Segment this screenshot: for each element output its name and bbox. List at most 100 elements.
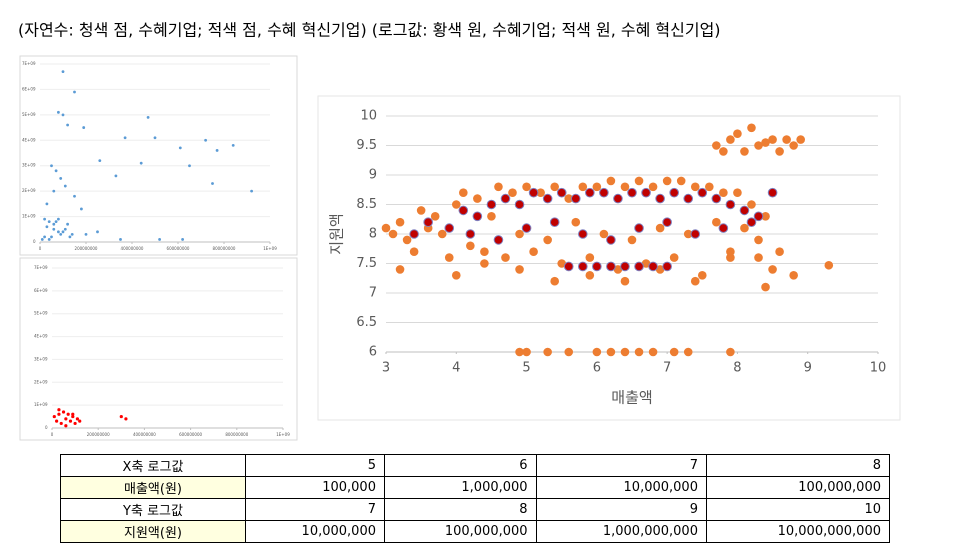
panel bbox=[19, 257, 298, 441]
point bbox=[52, 227, 56, 231]
point bbox=[59, 232, 63, 236]
point bbox=[423, 217, 433, 227]
point bbox=[119, 238, 122, 241]
point bbox=[45, 202, 49, 206]
point bbox=[57, 110, 60, 114]
point bbox=[409, 247, 419, 256]
point bbox=[500, 193, 511, 204]
point bbox=[54, 169, 58, 173]
table-row: 지원액(원) 10,000,000 100,000,000 1,000,000,000… bbox=[60, 520, 891, 543]
point bbox=[59, 421, 63, 426]
point bbox=[747, 200, 756, 209]
point bbox=[564, 194, 574, 203]
y-tick-label: 3E+09 bbox=[22, 163, 36, 168]
point bbox=[549, 217, 560, 227]
point bbox=[655, 265, 665, 274]
point bbox=[571, 217, 581, 227]
point bbox=[158, 238, 162, 241]
y-tick-label: 6 bbox=[369, 345, 377, 360]
point bbox=[761, 282, 770, 292]
point bbox=[606, 176, 616, 186]
point bbox=[705, 182, 714, 192]
point bbox=[64, 424, 68, 428]
point bbox=[740, 223, 749, 233]
point bbox=[146, 116, 150, 119]
point bbox=[543, 347, 552, 357]
x-tick-label: 800000000 bbox=[213, 246, 236, 251]
point bbox=[458, 205, 469, 216]
point bbox=[711, 193, 722, 204]
table-row: X축 로그값 5 6 7 8 bbox=[60, 454, 891, 477]
point bbox=[683, 347, 693, 357]
point bbox=[719, 188, 728, 197]
point bbox=[747, 123, 756, 133]
y-tick-label: 0 bbox=[45, 425, 48, 430]
y-tick-label: 2E+09 bbox=[34, 379, 48, 384]
point bbox=[754, 141, 763, 150]
point bbox=[796, 135, 805, 144]
y-tick-label: 4E+09 bbox=[34, 334, 48, 339]
x-tick-label: 6 bbox=[593, 361, 601, 376]
point bbox=[824, 260, 834, 270]
point bbox=[486, 199, 497, 210]
point bbox=[181, 238, 185, 241]
point bbox=[71, 414, 75, 419]
point bbox=[789, 271, 798, 280]
point bbox=[494, 182, 503, 192]
point bbox=[78, 419, 82, 423]
y-tick-label: 1E+09 bbox=[22, 214, 36, 219]
table-cell: 지원액(원) bbox=[60, 520, 246, 543]
point bbox=[493, 235, 504, 245]
table-row: 매출액(원) 100,000 1,000,000 10,000,000 100,000,… bbox=[60, 476, 891, 499]
point bbox=[459, 188, 468, 197]
point bbox=[64, 417, 68, 421]
point bbox=[123, 136, 127, 140]
point bbox=[73, 194, 76, 198]
x-tick-label: 600000000 bbox=[179, 432, 202, 437]
point bbox=[153, 136, 157, 140]
point bbox=[648, 347, 658, 357]
point bbox=[620, 182, 630, 192]
point bbox=[690, 229, 701, 239]
point bbox=[63, 227, 67, 231]
point bbox=[662, 217, 672, 227]
point bbox=[47, 238, 51, 241]
point bbox=[648, 261, 658, 272]
point bbox=[514, 199, 525, 210]
point bbox=[40, 238, 44, 241]
point bbox=[66, 222, 69, 226]
point bbox=[712, 217, 721, 227]
point bbox=[395, 217, 405, 227]
point bbox=[578, 182, 588, 192]
point bbox=[655, 193, 665, 204]
table-cell: 10,000,000,000 bbox=[705, 520, 891, 543]
point bbox=[620, 276, 630, 286]
y-tick-label: 7E+09 bbox=[34, 265, 48, 270]
point bbox=[634, 261, 644, 272]
y-tick-label: 6.5 bbox=[356, 315, 377, 330]
x-tick-label: 5 bbox=[522, 361, 530, 376]
y-tick-label: 7.5 bbox=[356, 256, 377, 271]
point bbox=[52, 414, 56, 419]
point bbox=[66, 412, 70, 416]
point bbox=[599, 187, 609, 198]
point bbox=[55, 419, 59, 423]
x-tick-label: 400000000 bbox=[133, 432, 156, 437]
point bbox=[599, 229, 609, 239]
conversion-table: X축 로그값 5 6 7 8 매출액(원) 100,000 1,000,000 10,000,0… bbox=[60, 454, 891, 543]
point bbox=[472, 211, 483, 222]
point bbox=[211, 182, 214, 185]
point bbox=[451, 200, 461, 209]
y-axis-title: 지원액 bbox=[328, 213, 346, 254]
x-tick-label: 200000000 bbox=[87, 432, 110, 437]
point bbox=[61, 113, 65, 117]
point bbox=[613, 193, 623, 204]
point bbox=[697, 271, 707, 280]
point bbox=[641, 187, 651, 198]
y-tick-label: 7 bbox=[369, 286, 377, 301]
point bbox=[753, 211, 764, 222]
point bbox=[52, 189, 56, 193]
point bbox=[683, 193, 694, 204]
point bbox=[719, 147, 728, 156]
point bbox=[52, 222, 56, 226]
